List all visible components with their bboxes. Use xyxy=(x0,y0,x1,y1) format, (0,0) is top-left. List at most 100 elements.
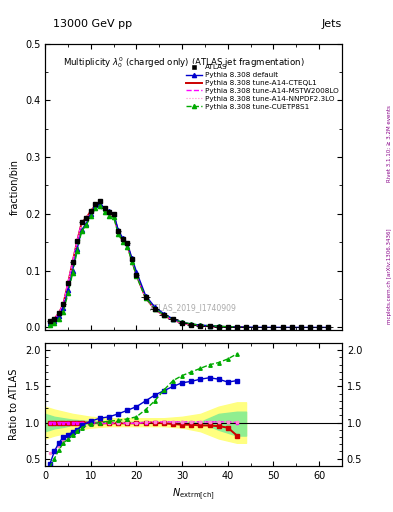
Pythia 8.308 tune-A14-MSTW2008LO xyxy=(162,312,166,318)
Pythia 8.308 default xyxy=(298,324,303,330)
Pythia 8.308 tune-A14-NNPDF2.3LO xyxy=(143,295,148,301)
Pythia 8.308 tune-CUETP8S1 xyxy=(162,312,166,318)
Pythia 8.308 tune-A14-CTEQL1 xyxy=(152,306,157,312)
Pythia 8.308 tune-A14-MSTW2008LO xyxy=(189,322,194,328)
Pythia 8.308 tune-A14-CTEQL1 xyxy=(93,202,98,208)
Pythia 8.308 tune-A14-NNPDF2.3LO xyxy=(171,317,175,323)
Pythia 8.308 tune-A14-MSTW2008LO xyxy=(88,208,93,214)
Pythia 8.308 default xyxy=(93,202,98,208)
Pythia 8.308 tune-CUETP8S1 xyxy=(180,319,184,325)
Pythia 8.308 tune-A14-MSTW2008LO xyxy=(244,324,248,330)
Pythia 8.308 tune-A14-NNPDF2.3LO xyxy=(180,320,184,326)
Pythia 8.308 tune-A14-MSTW2008LO xyxy=(48,317,52,324)
Pythia 8.308 tune-A14-CTEQL1 xyxy=(143,295,148,301)
Pythia 8.308 tune-A14-CTEQL1 xyxy=(97,201,102,207)
Pythia 8.308 tune-CUETP8S1 xyxy=(207,323,212,329)
Pythia 8.308 tune-A14-MSTW2008LO xyxy=(226,324,230,330)
Pythia 8.308 tune-A14-CTEQL1 xyxy=(107,211,112,217)
Pythia 8.308 default xyxy=(253,324,257,330)
Pythia 8.308 tune-A14-MSTW2008LO xyxy=(93,202,98,208)
Pythia 8.308 tune-A14-CTEQL1 xyxy=(75,238,79,244)
Pythia 8.308 tune-A14-NNPDF2.3LO xyxy=(134,272,139,278)
Pythia 8.308 tune-CUETP8S1 xyxy=(57,316,61,323)
Pythia 8.308 tune-A14-NNPDF2.3LO xyxy=(88,208,93,214)
Pythia 8.308 tune-CUETP8S1 xyxy=(171,316,175,323)
Pythia 8.308 default xyxy=(326,324,331,330)
Pythia 8.308 tune-A14-NNPDF2.3LO xyxy=(84,215,89,221)
Pythia 8.308 tune-A14-MSTW2008LO xyxy=(125,242,130,248)
Pythia 8.308 tune-CUETP8S1 xyxy=(244,324,248,330)
Pythia 8.308 tune-A14-NNPDF2.3LO xyxy=(244,324,248,330)
Pythia 8.308 tune-A14-NNPDF2.3LO xyxy=(111,212,116,218)
Pythia 8.308 default xyxy=(70,268,75,274)
Pythia 8.308 default xyxy=(134,269,139,275)
Pythia 8.308 tune-A14-MSTW2008LO xyxy=(97,201,102,207)
Pythia 8.308 default xyxy=(75,246,79,252)
Pythia 8.308 default xyxy=(57,313,61,319)
Pythia 8.308 tune-CUETP8S1 xyxy=(79,228,84,234)
Pythia 8.308 tune-A14-CTEQL1 xyxy=(66,280,70,286)
Pythia 8.308 tune-A14-MSTW2008LO xyxy=(152,306,157,312)
Pythia 8.308 tune-A14-MSTW2008LO xyxy=(134,272,139,278)
Pythia 8.308 tune-A14-NNPDF2.3LO xyxy=(75,238,79,244)
Pythia 8.308 default xyxy=(262,324,267,330)
Pythia 8.308 default xyxy=(120,235,125,241)
Pythia 8.308 tune-CUETP8S1 xyxy=(75,248,79,254)
Pythia 8.308 tune-A14-CTEQL1 xyxy=(130,258,134,264)
Pythia 8.308 tune-CUETP8S1 xyxy=(48,322,52,328)
Y-axis label: Ratio to ATLAS: Ratio to ATLAS xyxy=(9,369,19,440)
Text: Jets: Jets xyxy=(321,19,342,30)
Pythia 8.308 default xyxy=(198,322,203,328)
Pythia 8.308 tune-A14-CTEQL1 xyxy=(88,208,93,214)
Pythia 8.308 tune-A14-NNPDF2.3LO xyxy=(116,229,121,235)
Pythia 8.308 tune-A14-CTEQL1 xyxy=(48,317,52,324)
Pythia 8.308 tune-A14-NNPDF2.3LO xyxy=(120,238,125,244)
Pythia 8.308 default xyxy=(280,324,285,330)
Pythia 8.308 tune-CUETP8S1 xyxy=(152,306,157,312)
Pythia 8.308 tune-A14-MSTW2008LO xyxy=(116,229,121,235)
Pythia 8.308 default xyxy=(271,324,276,330)
Pythia 8.308 tune-A14-MSTW2008LO xyxy=(130,258,134,264)
Pythia 8.308 tune-A14-CTEQL1 xyxy=(189,322,194,328)
Pythia 8.308 default xyxy=(317,324,321,330)
Pythia 8.308 tune-CUETP8S1 xyxy=(143,295,148,301)
Pythia 8.308 tune-CUETP8S1 xyxy=(235,324,239,330)
Pythia 8.308 tune-CUETP8S1 xyxy=(216,323,221,329)
Pythia 8.308 tune-A14-CTEQL1 xyxy=(70,259,75,265)
Pythia 8.308 tune-A14-CTEQL1 xyxy=(61,301,66,307)
Pythia 8.308 default xyxy=(48,320,52,326)
Pythia 8.308 default xyxy=(97,201,102,207)
Pythia 8.308 default xyxy=(235,324,239,330)
Pythia 8.308 default xyxy=(52,318,57,324)
Pythia 8.308 default xyxy=(226,324,230,330)
Pythia 8.308 tune-A14-NNPDF2.3LO xyxy=(107,211,112,217)
Line: Pythia 8.308 tune-A14-CTEQL1: Pythia 8.308 tune-A14-CTEQL1 xyxy=(50,204,246,327)
Pythia 8.308 tune-A14-NNPDF2.3LO xyxy=(130,258,134,264)
Pythia 8.308 default xyxy=(88,211,93,217)
Pythia 8.308 tune-A14-MSTW2008LO xyxy=(143,295,148,301)
Pythia 8.308 tune-A14-NNPDF2.3LO xyxy=(52,316,57,322)
Pythia 8.308 tune-A14-MSTW2008LO xyxy=(235,324,239,330)
Pythia 8.308 tune-CUETP8S1 xyxy=(189,321,194,327)
Pythia 8.308 tune-A14-CTEQL1 xyxy=(57,310,61,316)
Pythia 8.308 tune-CUETP8S1 xyxy=(84,222,89,228)
Pythia 8.308 tune-A14-CTEQL1 xyxy=(207,323,212,329)
Pythia 8.308 tune-A14-CTEQL1 xyxy=(102,206,107,212)
Text: Multiplicity $\lambda_0^0$ (charged only) (ATLAS jet fragmentation): Multiplicity $\lambda_0^0$ (charged only… xyxy=(63,55,305,70)
Pythia 8.308 tune-A14-NNPDF2.3LO xyxy=(61,301,66,307)
Text: 13000 GeV pp: 13000 GeV pp xyxy=(53,19,132,30)
Pythia 8.308 tune-A14-MSTW2008LO xyxy=(216,324,221,330)
Text: mcplots.cern.ch [arXiv:1306.3436]: mcplots.cern.ch [arXiv:1306.3436] xyxy=(387,229,391,324)
Pythia 8.308 default xyxy=(111,211,116,217)
Legend: ATLAS, Pythia 8.308 default, Pythia 8.308 tune-A14-CTEQL1, Pythia 8.308 tune-A14: ATLAS, Pythia 8.308 default, Pythia 8.30… xyxy=(186,65,338,110)
Pythia 8.308 tune-CUETP8S1 xyxy=(52,321,57,327)
Pythia 8.308 tune-A14-NNPDF2.3LO xyxy=(79,219,84,225)
Pythia 8.308 default xyxy=(308,324,312,330)
Pythia 8.308 tune-CUETP8S1 xyxy=(134,273,139,280)
Pythia 8.308 tune-A14-MSTW2008LO xyxy=(107,211,112,217)
Line: Pythia 8.308 tune-A14-NNPDF2.3LO: Pythia 8.308 tune-A14-NNPDF2.3LO xyxy=(50,204,246,327)
Pythia 8.308 tune-A14-CTEQL1 xyxy=(162,312,166,318)
Line: Pythia 8.308 default: Pythia 8.308 default xyxy=(48,202,330,330)
Pythia 8.308 default xyxy=(61,305,66,311)
Pythia 8.308 tune-A14-NNPDF2.3LO xyxy=(102,206,107,212)
